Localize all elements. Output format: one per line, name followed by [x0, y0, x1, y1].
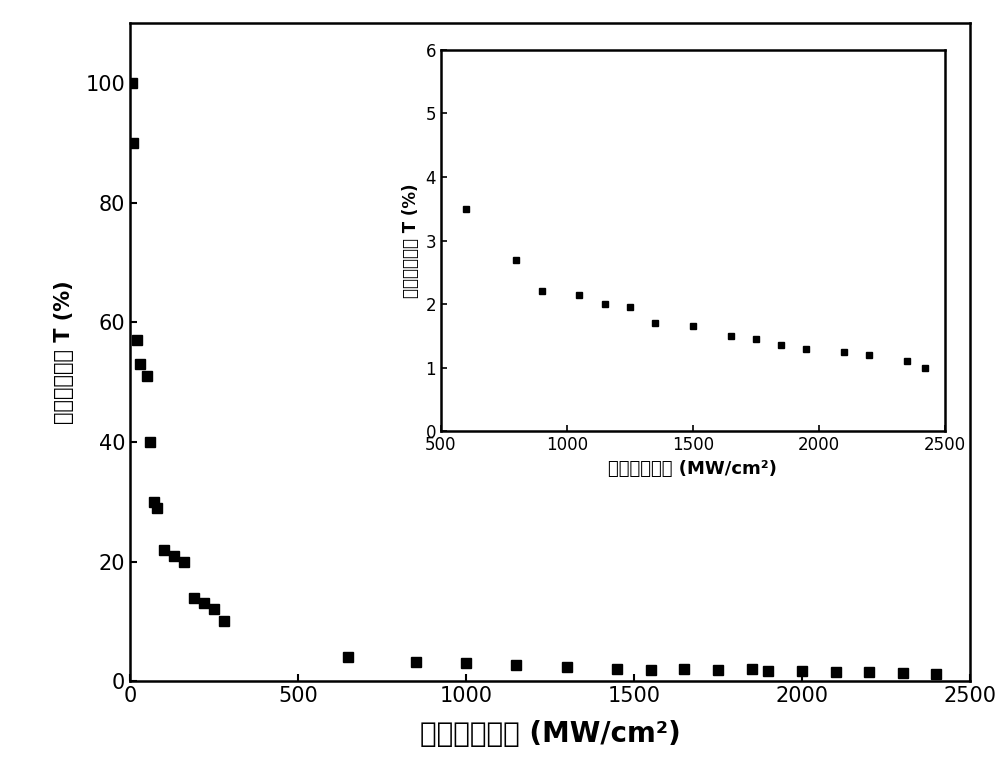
X-axis label: 入射功率密度 (MW/cm²): 入射功率密度 (MW/cm²) — [420, 720, 680, 748]
Y-axis label: 归一化透过率 T (%): 归一化透过率 T (%) — [54, 280, 74, 424]
